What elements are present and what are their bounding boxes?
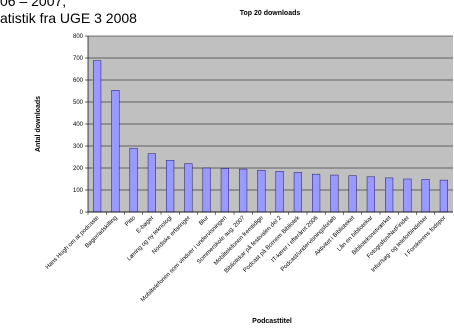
bar [257, 169, 266, 213]
bar [348, 175, 357, 213]
x-tick-label: Pitto [124, 215, 137, 228]
bar [147, 153, 156, 213]
bar [439, 179, 448, 213]
y-tick-label: 700 [73, 56, 84, 62]
x-tick-label: Bøger/adskilling [84, 215, 118, 249]
bar [239, 168, 248, 213]
caption-line-2: atistik fra UGE 3 2008 [0, 10, 137, 26]
bar [111, 90, 120, 213]
bar [202, 167, 211, 213]
bar [275, 171, 284, 213]
y-tick-label: 600 [73, 78, 84, 84]
bar [421, 179, 430, 213]
x-tick-label: Blur [198, 215, 210, 227]
y-tick-label: 200 [73, 166, 84, 172]
chart-title: Top 20 downloads [240, 10, 301, 17]
bars [93, 60, 448, 213]
x-axis-label: Podcasttitel [252, 318, 292, 325]
bar [385, 177, 394, 213]
y-axis: 0 100 200 300 400 500 600 700 800 [73, 34, 89, 216]
y-tick-label: 500 [73, 100, 84, 106]
bar [166, 160, 175, 213]
bar [293, 172, 302, 213]
bar [220, 168, 229, 213]
bar [129, 147, 138, 213]
y-tick-label: 0 [80, 210, 84, 216]
y-tick-label: 100 [73, 188, 84, 194]
y-axis-label: Antal downloads [35, 96, 42, 152]
bar [93, 60, 102, 213]
bar [366, 176, 375, 213]
x-axis: Hans Hugh om at podcasteBøger/adskilling… [45, 211, 453, 303]
bar [312, 173, 321, 213]
caption: 06 – 2007, atistik fra UGE 3 2008 [0, 0, 137, 27]
y-tick-label: 800 [73, 34, 84, 40]
y-tick-label: 300 [73, 144, 84, 150]
bar [184, 163, 193, 213]
y-tick-label: 400 [73, 122, 84, 128]
caption-line-1: 06 – 2007, [0, 0, 67, 9]
bar [330, 174, 339, 213]
bar [403, 178, 412, 213]
